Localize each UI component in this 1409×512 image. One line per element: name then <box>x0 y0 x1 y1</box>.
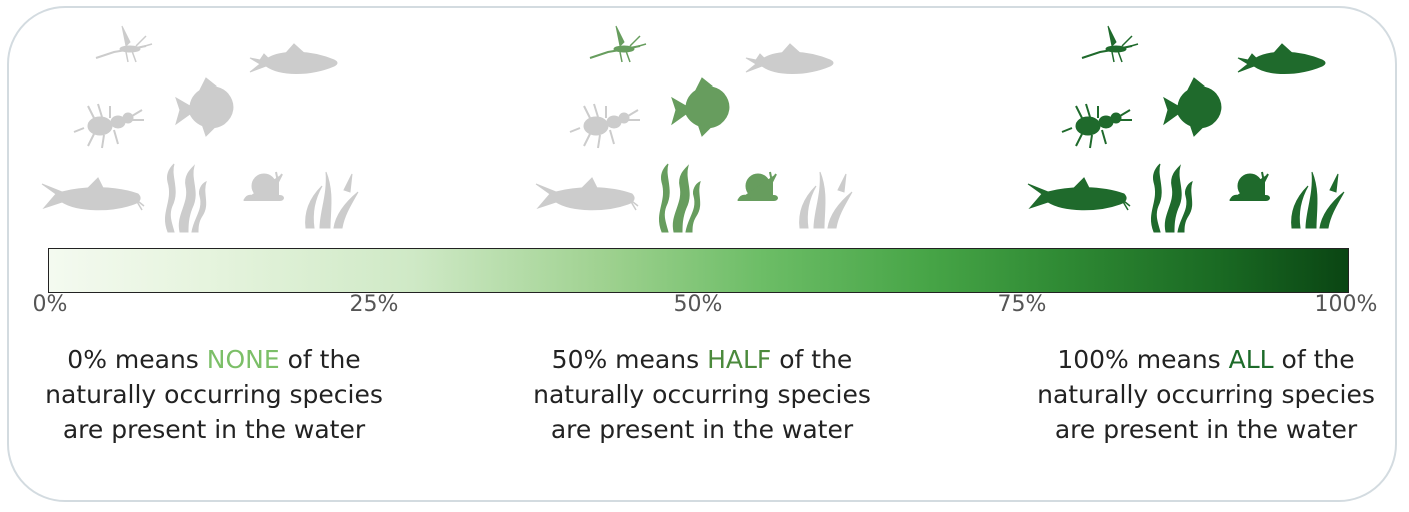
angelfish-icon <box>671 77 730 137</box>
insect-icon <box>73 103 145 149</box>
tick-100: 100% <box>1314 292 1378 317</box>
gradient-scale-bar <box>48 248 1349 293</box>
mayfly-icon <box>1081 25 1139 63</box>
tick-75: 75% <box>997 292 1047 317</box>
tick-25: 25% <box>349 292 399 317</box>
snail-icon <box>1229 171 1270 201</box>
grass-icon <box>799 171 853 229</box>
description-suffix: of the naturally occurring species are p… <box>533 345 871 444</box>
panel-frame <box>7 6 1397 502</box>
fish-icon <box>745 43 834 74</box>
description-prefix: 50% means <box>551 345 708 374</box>
description-suffix: of the naturally occurring species are p… <box>1037 345 1375 444</box>
catfish-icon <box>41 177 145 211</box>
fish-icon <box>249 43 338 74</box>
catfish-icon <box>535 177 639 211</box>
description-suffix: of the naturally occurring species are p… <box>45 345 383 444</box>
plant-icon <box>658 163 701 233</box>
group-half <box>535 25 853 233</box>
insect-icon <box>569 103 641 149</box>
catfish-icon <box>1027 177 1131 211</box>
description-prefix: 0% means <box>67 345 207 374</box>
snail-icon <box>737 171 778 201</box>
group-none <box>41 25 359 233</box>
fish-icon <box>1237 43 1326 74</box>
species-icons <box>41 25 1345 233</box>
grass-icon <box>305 171 359 229</box>
keyword-all: ALL <box>1228 345 1274 374</box>
angelfish-icon <box>175 77 234 137</box>
mayfly-icon <box>95 25 153 63</box>
keyword-none: NONE <box>206 345 280 374</box>
description-prefix: 100% means <box>1057 345 1229 374</box>
keyword-half: HALF <box>707 345 772 374</box>
tick-0: 0% <box>32 292 68 317</box>
description-none: 0% means NONE of the naturally occurring… <box>44 342 384 447</box>
tick-50: 50% <box>673 292 723 317</box>
description-all: 100% means ALL of the naturally occurrin… <box>1036 342 1376 447</box>
mayfly-icon <box>589 25 647 63</box>
angelfish-icon <box>1163 77 1222 137</box>
group-all <box>1027 25 1345 233</box>
snail-icon <box>243 171 284 201</box>
insect-icon <box>1061 103 1133 149</box>
grass-icon <box>1291 171 1345 229</box>
plant-icon <box>164 163 207 233</box>
description-half: 50% means HALF of the naturally occurrin… <box>532 342 872 447</box>
plant-icon <box>1150 163 1193 233</box>
